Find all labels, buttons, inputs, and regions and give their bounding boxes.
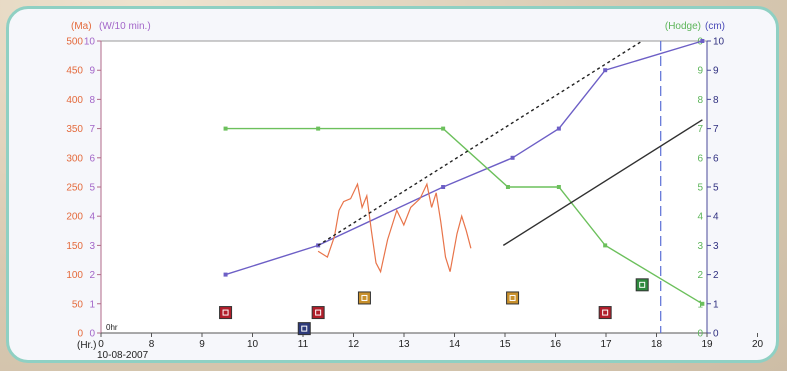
y-right-outer-tick: 2: [713, 270, 719, 281]
y-right-inner-tick: 3: [697, 241, 703, 252]
x-tick-label: 0: [98, 339, 104, 350]
x-tick-label: 10: [247, 339, 259, 350]
y-right-outer-tick: 3: [713, 241, 719, 252]
y-right-inner-tick: 4: [697, 212, 703, 223]
hr-marker: 0hr: [106, 323, 118, 332]
y-left-inner-tick: 3: [89, 241, 95, 252]
event-marker[interactable]: [506, 291, 520, 305]
y-left-inner-tick: 1: [89, 299, 95, 310]
y-left-outer-tick: 300: [66, 153, 83, 164]
plot-area: [100, 40, 708, 334]
series-point-purple: [700, 39, 705, 43]
event-marker-inner: [361, 294, 368, 301]
event-marker[interactable]: [598, 306, 612, 320]
x-tick-label: 8: [149, 339, 155, 350]
y-right-outer-tick: 5: [713, 183, 719, 194]
y-right-outer-tick: 8: [713, 95, 719, 106]
event-marker-inner: [639, 281, 646, 288]
y-left-outer-tick: 100: [66, 270, 83, 281]
chart-panel: (Ma) (W/10 min.) (Hodge) (cm) 0 50 100 150 200 25…: [6, 6, 779, 363]
y-right-outer-tick: 9: [713, 66, 719, 77]
y-left-inner-tick: 10: [84, 37, 96, 48]
y-right-inner-tick: 5: [697, 183, 703, 194]
y-right-inner-tick: 8: [697, 95, 703, 106]
event-marker-inner: [602, 309, 609, 316]
series-point-green: [505, 185, 510, 189]
event-marker[interactable]: [635, 278, 649, 292]
y-right-outer-tick: 7: [713, 124, 719, 135]
y-right-inner-tick: 2: [697, 270, 703, 281]
y-left-outer-tick: 500: [66, 37, 83, 48]
x-tick-label: 19: [701, 339, 713, 350]
event-marker[interactable]: [297, 322, 311, 336]
y-right-inner-tick: 6: [697, 153, 703, 164]
x-tick-label: 16: [550, 339, 562, 350]
series-point-purple: [223, 272, 228, 277]
y-left-outer-tick: 0: [77, 329, 83, 340]
y-right-outer-tick: 1: [713, 299, 719, 310]
series-line-orange: [317, 182, 472, 274]
series-line-black: [502, 119, 703, 246]
x-tick-label: 12: [348, 339, 360, 350]
event-marker-inner: [315, 309, 322, 316]
x-tick-label: 15: [499, 339, 511, 350]
y-left-inner-tick: 2: [89, 270, 95, 281]
y-right-outer-tick: 6: [713, 153, 719, 164]
y-left-outer-tick: 250: [66, 183, 83, 194]
x-tick-label: 11: [298, 339, 309, 350]
header-left-inner: (W/10 min.): [99, 21, 151, 32]
y-left-outer-tick: 400: [66, 95, 83, 106]
y-left-inner-tick: 4: [89, 212, 95, 223]
y-right-inner-tick: 0: [697, 329, 703, 340]
y-left-outer-tick: 200: [66, 212, 83, 223]
y-left-outer-tick: 50: [72, 299, 84, 310]
y-right-inner-tick: 9: [697, 66, 703, 77]
x-tick-label: 9: [199, 339, 205, 350]
series-point-green: [700, 301, 705, 306]
y-left-inner-tick: 0: [89, 329, 95, 340]
x-unit-label: (Hr.): [77, 340, 96, 351]
series-point-purple: [510, 155, 515, 160]
event-marker-inner: [509, 294, 516, 301]
y-left-inner-tick: 5: [89, 183, 95, 194]
series-point-purple: [556, 126, 561, 131]
series-point-green: [556, 185, 561, 189]
series-point-green: [603, 243, 608, 248]
x-tick-label: 17: [600, 339, 612, 350]
y-right-outer-tick: 10: [713, 37, 725, 48]
y-left-outer-tick: 350: [66, 124, 83, 135]
series-point-green: [441, 126, 446, 131]
y-right-inner-tick: 7: [697, 124, 703, 135]
series-point-purple: [441, 185, 446, 189]
x-tick-label: 14: [449, 339, 461, 350]
partograph-chart: (Ma) (W/10 min.) (Hodge) (cm)05010015020025…: [66, 21, 764, 361]
y-left-inner-tick: 6: [89, 153, 95, 164]
y-left-outer-tick: 150: [66, 241, 83, 252]
event-marker[interactable]: [357, 291, 371, 305]
header-right-outer: (cm): [705, 21, 725, 32]
header-right-inner: (Hodge): [665, 21, 701, 32]
header-left-outer: (Ma): [71, 21, 92, 32]
y-right-outer-tick: 0: [713, 329, 719, 340]
y-left-outer-tick: 450: [66, 66, 83, 77]
event-marker[interactable]: [219, 306, 233, 320]
series-point-green: [316, 126, 321, 131]
x-tick-label: 18: [651, 339, 663, 350]
event-marker[interactable]: [311, 306, 325, 320]
x-tick-label: 13: [398, 339, 410, 350]
series-line-dotted: [317, 40, 643, 246]
y-left-inner-tick: 7: [89, 124, 95, 135]
series-point-green: [223, 126, 228, 131]
series-point-purple: [603, 68, 608, 73]
date-label: 10-08-2007: [97, 350, 149, 361]
y-left-inner-tick: 9: [89, 66, 95, 77]
y-right-outer-tick: 4: [713, 212, 719, 223]
event-marker-inner: [222, 309, 229, 316]
x-tick-label: 20: [752, 339, 764, 350]
event-marker-inner: [301, 325, 308, 332]
y-left-inner-tick: 8: [89, 95, 95, 106]
